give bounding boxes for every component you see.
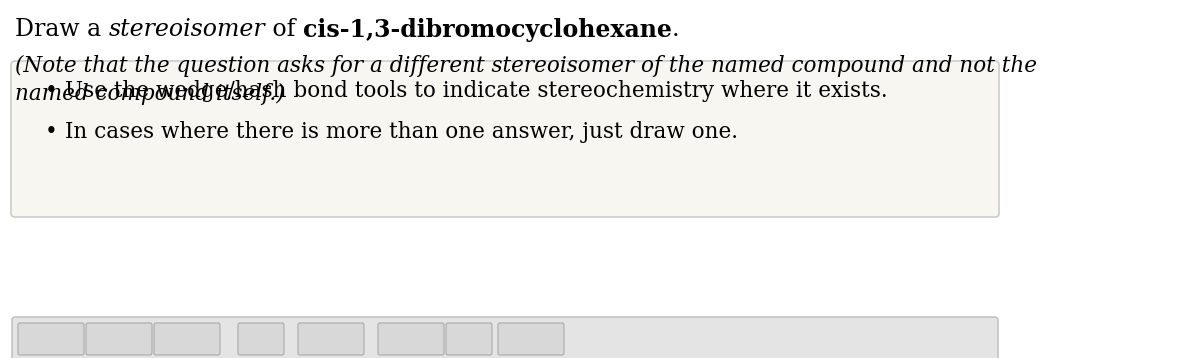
FancyBboxPatch shape (378, 323, 444, 355)
FancyBboxPatch shape (298, 323, 364, 355)
Text: (Note that the question asks for a different stereoisomer of the named compound : (Note that the question asks for a diffe… (14, 55, 1037, 105)
FancyBboxPatch shape (12, 317, 998, 358)
Text: In cases where there is more than one answer, just draw one.: In cases where there is more than one an… (65, 121, 738, 143)
FancyBboxPatch shape (86, 323, 152, 355)
Text: Draw a: Draw a (14, 18, 109, 41)
Text: •: • (46, 121, 58, 143)
FancyBboxPatch shape (446, 323, 492, 355)
Text: .: . (672, 18, 679, 41)
FancyBboxPatch shape (154, 323, 220, 355)
FancyBboxPatch shape (11, 61, 998, 217)
FancyBboxPatch shape (238, 323, 284, 355)
Text: of: of (265, 18, 304, 41)
Text: •: • (46, 80, 58, 102)
Text: stereoisomer: stereoisomer (109, 18, 265, 41)
FancyBboxPatch shape (18, 323, 84, 355)
FancyBboxPatch shape (498, 323, 564, 355)
Text: cis-1,3-dibromocyclohexane: cis-1,3-dibromocyclohexane (304, 18, 672, 42)
Text: Use the wedge/hash bond tools to indicate stereochemistry where it exists.: Use the wedge/hash bond tools to indicat… (65, 80, 888, 102)
